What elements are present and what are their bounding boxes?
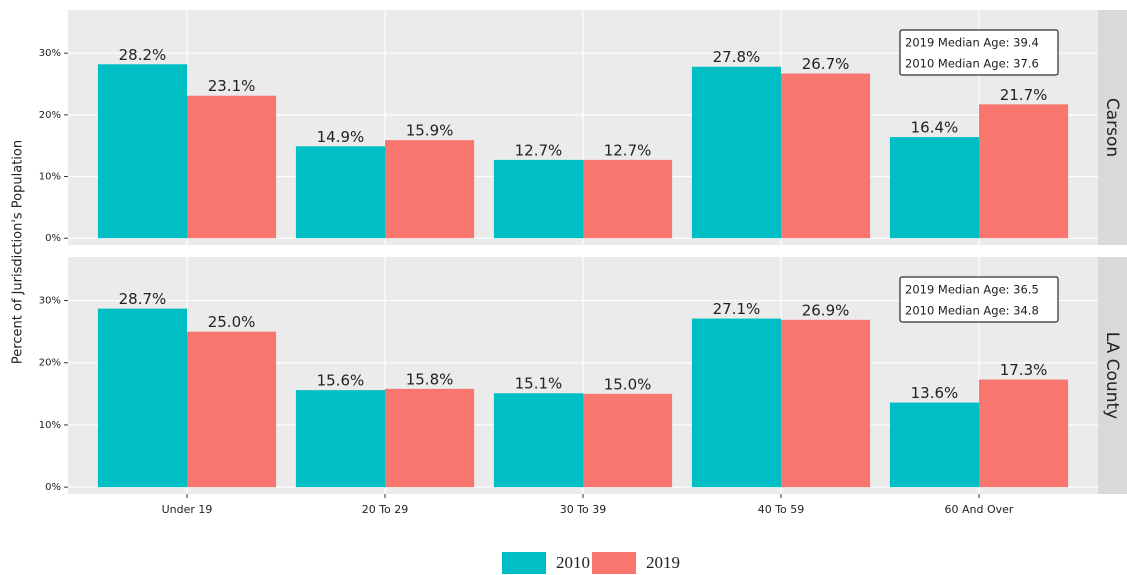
bar [889,402,979,488]
bar [295,146,385,239]
data-label: 27.1% [713,300,761,318]
bar [691,66,781,239]
annotation: 2019 Median Age: 39.4 [905,36,1039,50]
bar [583,159,673,239]
data-label: 25.0% [208,313,256,331]
data-label: 28.2% [119,46,167,64]
bar [781,319,871,488]
legend-swatch [502,552,546,574]
y-tick-label: 20% [39,358,61,369]
bar [97,308,187,488]
data-label: 15.8% [406,370,454,388]
y-axis-label: Percent of Jurisdiction's Population [11,140,26,364]
annotation-box [899,276,1059,323]
annotation: 2010 Median Age: 37.6 [905,57,1039,71]
y-tick-label: 30% [39,296,61,307]
bar [979,379,1069,488]
data-label: 15.6% [317,372,365,390]
data-label: 17.3% [1000,361,1048,379]
facet-label: Carson [1102,98,1122,157]
bar [781,73,871,239]
bar [385,140,475,239]
data-label: 23.1% [208,77,256,95]
y-tick-label: 0% [45,482,61,493]
data-label: 12.7% [515,141,563,159]
bar [493,393,583,488]
data-label: 15.0% [604,375,652,393]
x-tick-label: 40 To 59 [758,503,805,516]
facet-strip [1098,10,1127,245]
data-label: 27.8% [713,48,761,66]
facet-label: LA County [1102,332,1122,419]
y-tick-label: 10% [39,172,61,183]
legend-label: 2019 [646,553,680,572]
bar [493,159,583,239]
bar [889,137,979,239]
y-tick-label: 0% [45,233,61,244]
bar [583,393,673,488]
bar [187,331,277,488]
y-tick-label: 10% [39,420,61,431]
data-label: 28.7% [119,290,167,308]
data-label: 15.9% [406,122,454,140]
y-tick-label: 30% [39,48,61,59]
x-tick-label: Under 19 [162,503,213,516]
data-label: 26.7% [802,55,850,73]
bar [691,318,781,488]
data-label: 13.6% [911,384,959,402]
bar [295,390,385,488]
data-label: 12.7% [604,141,652,159]
annotation: 2019 Median Age: 36.5 [905,283,1039,297]
y-tick-label: 20% [39,110,61,121]
bar [979,104,1069,239]
data-label: 26.9% [802,301,850,319]
legend-label: 2010 [556,553,590,572]
x-tick-label: 20 To 29 [362,503,409,516]
legend-swatch [592,552,636,574]
bar [97,64,187,239]
bar [385,388,475,488]
data-label: 21.7% [1000,86,1048,104]
data-label: 16.4% [911,119,959,137]
data-label: 15.1% [515,375,563,393]
facet-strip [1098,257,1127,494]
bar [187,95,277,239]
x-tick-label: 60 And Over [945,503,1014,516]
annotation-box [899,29,1059,76]
data-label: 14.9% [317,128,365,146]
annotation: 2010 Median Age: 34.8 [905,304,1039,318]
x-tick-label: 30 To 39 [560,503,607,516]
